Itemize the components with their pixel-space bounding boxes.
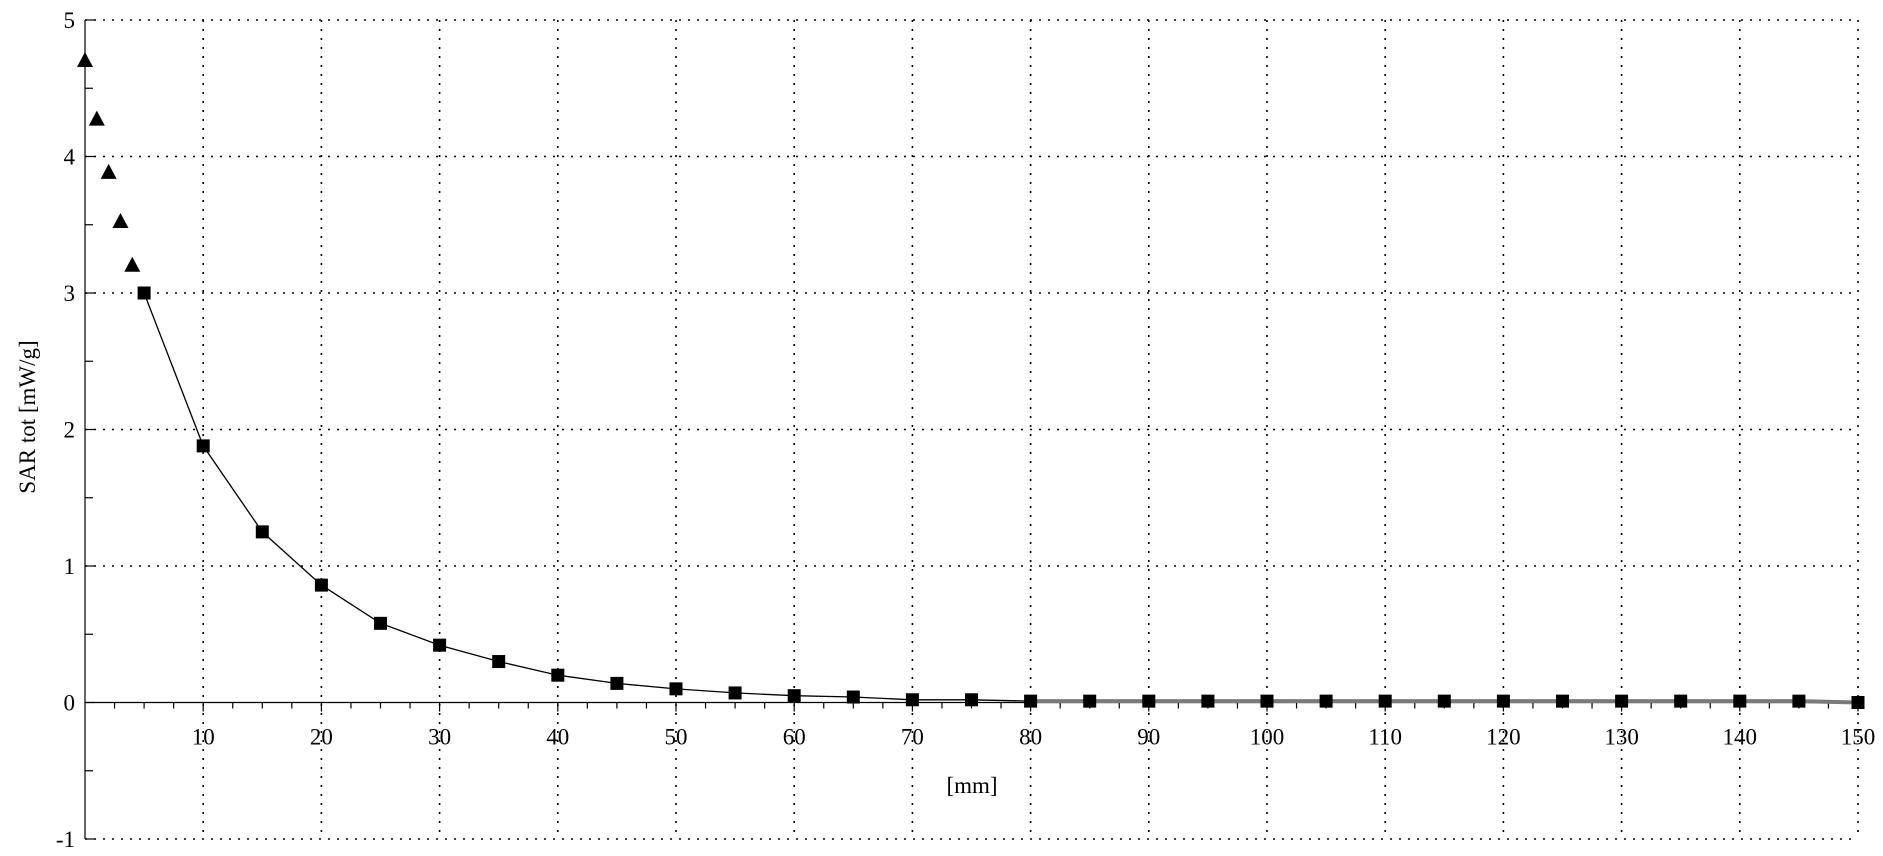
tick-labels: -1 0 1 2 3 4 5 10 20 30 40 50 60 70 80 90 100 110 120 130 14… — [56, 8, 1875, 852]
y-tick-label: 2 — [64, 418, 76, 443]
square-marker — [1851, 696, 1865, 709]
triangle-marker — [88, 110, 105, 126]
square-marker — [1201, 694, 1215, 708]
square-marker — [846, 690, 860, 704]
square-marker — [1615, 694, 1629, 708]
square-marker — [905, 693, 919, 707]
square-marker — [492, 655, 506, 669]
x-tick-label: 90 — [1137, 725, 1160, 750]
square-marker — [433, 638, 447, 652]
triangle-marker — [124, 256, 141, 272]
x-axis-title: [mm] — [946, 773, 997, 798]
square-marker — [965, 693, 978, 707]
plot-area — [77, 51, 1865, 709]
y-tick-label: 5 — [64, 8, 76, 33]
x-tick-label: 120 — [1486, 725, 1521, 750]
x-tick-label: 60 — [783, 725, 806, 750]
square-marker — [1260, 694, 1274, 708]
triangle-marker — [112, 213, 129, 229]
triangle-marker — [100, 163, 117, 179]
x-tick-label: 10 — [192, 725, 215, 750]
square-marker — [137, 286, 151, 300]
square-marker — [1733, 694, 1747, 708]
x-tick-label: 70 — [901, 725, 924, 750]
y-tick-label: 4 — [64, 145, 76, 170]
square-marker — [196, 439, 210, 453]
y-tick-label: 0 — [64, 691, 76, 716]
square-marker — [1319, 694, 1333, 708]
square-marker — [1792, 694, 1806, 708]
x-tick-label: 100 — [1250, 725, 1285, 750]
square-marker — [787, 689, 801, 703]
y-tick-label: -1 — [56, 827, 75, 852]
grid — [85, 19, 1859, 840]
series-line — [143, 292, 1031, 702]
square-marker — [1556, 694, 1569, 708]
square-marker — [314, 578, 328, 592]
y-tick-label: 3 — [64, 281, 76, 306]
triangle-marker — [77, 51, 93, 67]
square-marker — [1142, 694, 1156, 708]
square-marker — [1024, 694, 1038, 708]
x-tick-label: 50 — [665, 725, 688, 750]
x-tick-label: 110 — [1368, 725, 1402, 750]
x-tick-label: 140 — [1723, 725, 1758, 750]
square-marker — [374, 616, 387, 630]
square-marker — [669, 682, 683, 696]
square-marker — [1378, 694, 1392, 708]
square-marker — [1083, 694, 1097, 708]
x-tick-label: 130 — [1604, 725, 1639, 750]
square-marker — [1496, 694, 1510, 708]
axes — [84, 19, 1859, 840]
x-tick-label: 20 — [310, 725, 333, 750]
x-tick-label: 30 — [428, 725, 451, 750]
square-marker — [1674, 694, 1688, 708]
x-tick-label: 80 — [1019, 725, 1042, 750]
square-marker — [728, 686, 742, 700]
x-tick-label: 150 — [1841, 725, 1876, 750]
square-marker — [255, 525, 269, 539]
y-tick-label: 1 — [64, 554, 76, 579]
x-tick-label: 40 — [546, 725, 569, 750]
square-marker — [1437, 694, 1451, 708]
y-axis-title: SAR tot [mW/g] — [15, 340, 40, 493]
square-marker — [551, 668, 565, 682]
square-marker — [610, 676, 624, 690]
